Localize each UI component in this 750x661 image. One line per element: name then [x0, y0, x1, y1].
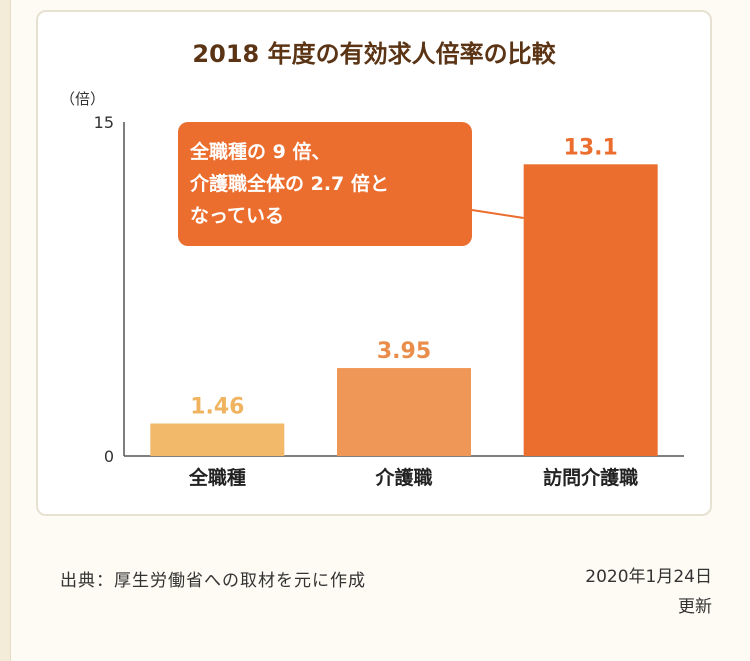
callout-text-line-1: 全職種の 9 倍、 — [189, 140, 330, 163]
bar-1 — [150, 423, 285, 456]
bar-value-label: 3.95 — [377, 339, 431, 364]
update-date-suffix: 更新 — [678, 597, 712, 617]
callout-text-line-3: なっている — [190, 205, 284, 227]
callout-box — [178, 122, 472, 246]
y-tick-label: 0 — [104, 447, 114, 466]
bar-chart: 2018 年度の有効求人倍率の比較 （倍） 0 15 1.46 3.95 13.1 全… — [60, 40, 684, 489]
y-tick-label: 15 — [94, 113, 114, 132]
bar-3 — [523, 164, 658, 456]
source-note: 出典：厚生労働省への取材を元に作成 — [60, 571, 366, 591]
update-date: 2020年1月24日 更新 — [502, 562, 712, 622]
bar-2 — [337, 368, 471, 456]
annotation-callout: 全職種の 9 倍、 介護職全体の 2.7 倍と なっている — [178, 122, 524, 246]
bar-value-label: 1.46 — [190, 394, 244, 419]
y-axis-unit-label: （倍） — [60, 90, 105, 108]
callout-text-line-2: 介護職全体の 2.7 倍と — [189, 172, 389, 195]
chart-title: 2018 年度の有効求人倍率の比較 — [192, 40, 556, 68]
chart-card: 2018 年度の有効求人倍率の比較 （倍） 0 15 1.46 3.95 13.1 全… — [36, 10, 712, 516]
left-edge-strip — [0, 0, 11, 661]
x-category-label: 介護職 — [374, 466, 432, 489]
callout-leader-line — [471, 209, 524, 219]
bar-value-label: 13.1 — [564, 135, 618, 160]
x-category-label: 訪問介護職 — [543, 466, 638, 489]
update-date-value: 2020年1月24日 — [585, 567, 712, 587]
x-category-label: 全職種 — [188, 466, 246, 489]
